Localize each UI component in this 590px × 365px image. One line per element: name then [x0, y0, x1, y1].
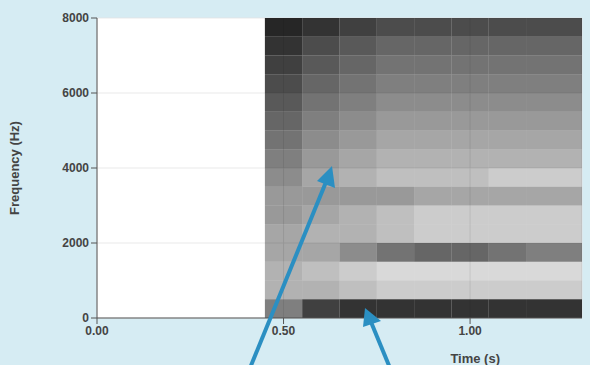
svg-text:4000: 4000: [62, 161, 89, 175]
svg-text:8000: 8000: [62, 11, 89, 25]
svg-text:6000: 6000: [62, 86, 89, 100]
svg-text:0.50: 0.50: [272, 324, 296, 338]
svg-text:Time (s): Time (s): [450, 351, 500, 365]
svg-text:1.00: 1.00: [458, 324, 482, 338]
svg-text:Frequency (Hz): Frequency (Hz): [7, 121, 22, 215]
svg-text:0: 0: [82, 311, 89, 325]
svg-text:0.00: 0.00: [85, 324, 109, 338]
svg-text:2000: 2000: [62, 236, 89, 250]
